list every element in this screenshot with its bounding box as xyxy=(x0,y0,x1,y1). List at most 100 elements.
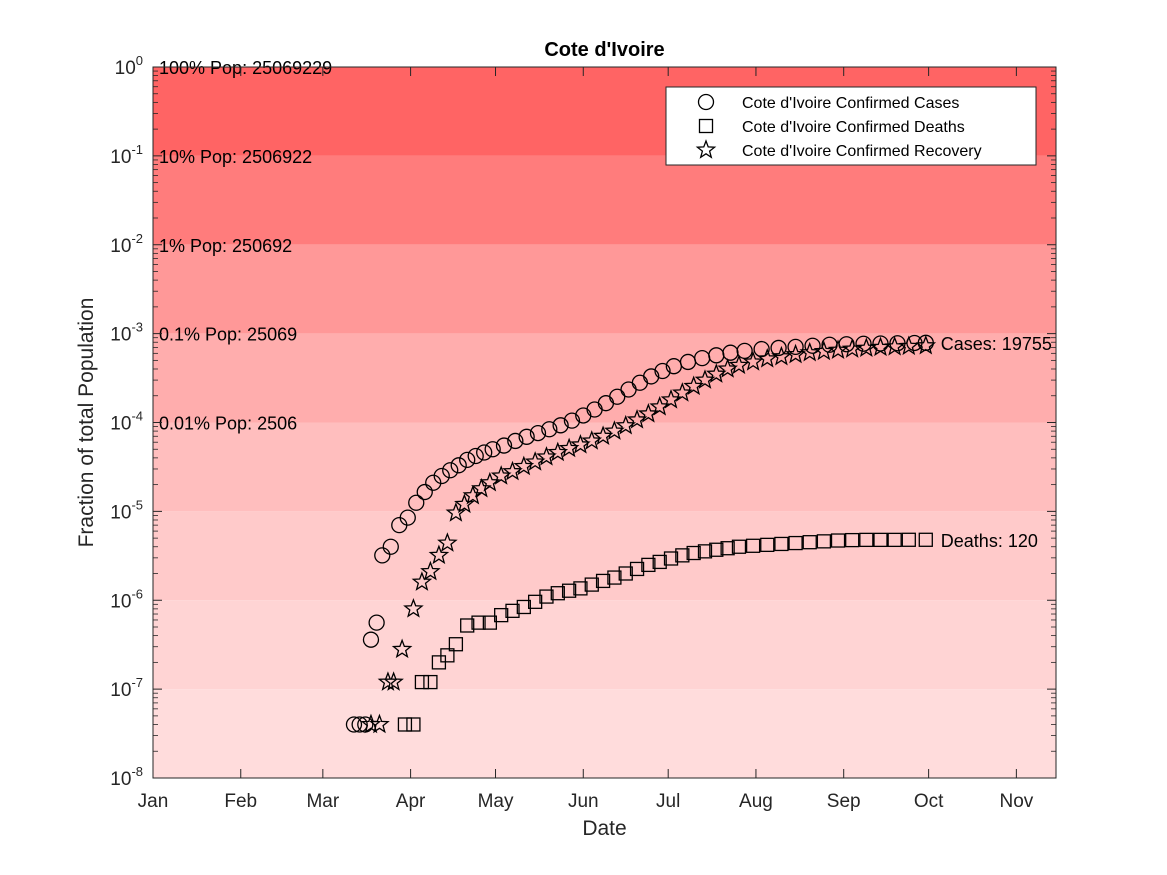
square-data-point xyxy=(641,557,656,573)
legend-entry-label: Cote d'Ivoire Confirmed Recovery xyxy=(742,143,982,160)
x-tick-label: May xyxy=(478,791,514,812)
circle-data-point xyxy=(382,538,399,555)
star-data-point xyxy=(626,409,648,429)
legend-entry-label: Cote d'Ivoire Confirmed Deaths xyxy=(742,119,965,136)
legend-star-icon xyxy=(695,139,717,159)
star-data-point xyxy=(615,414,637,435)
circle-data-point xyxy=(433,467,450,485)
x-tick-label: Apr xyxy=(396,791,426,812)
x-axis-label: Date xyxy=(582,817,626,840)
square-data-point xyxy=(471,615,486,630)
legend: Cote d'Ivoire Confirmed Cases Cote d'Ivoi… xyxy=(665,86,1037,166)
square-data-point xyxy=(440,648,455,663)
square-data-point xyxy=(482,615,498,630)
square-data-point xyxy=(607,570,622,585)
circle-data-point xyxy=(345,716,363,733)
x-tick-label: Nov xyxy=(999,791,1033,812)
circle-data-point xyxy=(399,509,416,526)
population-band xyxy=(153,244,1056,334)
square-data-point xyxy=(859,532,874,548)
population-band-label: 1% Pop: 250692 xyxy=(159,236,292,256)
square-data-point xyxy=(629,561,645,577)
star-data-point xyxy=(428,544,450,565)
square-data-point xyxy=(663,551,679,566)
circle-data-point xyxy=(476,444,493,461)
population-band xyxy=(153,689,1056,778)
circle-data-point xyxy=(872,335,889,352)
series-circle xyxy=(345,334,934,733)
series-square xyxy=(397,532,933,732)
circle-data-point xyxy=(416,483,433,501)
star-data-point xyxy=(513,455,535,476)
star-data-point xyxy=(502,460,523,481)
series-star xyxy=(360,334,937,734)
star-data-point xyxy=(570,434,591,454)
square-data-point xyxy=(516,599,531,615)
population-band-label: 10% Pop: 2506922 xyxy=(159,147,312,167)
star-data-point xyxy=(462,484,484,505)
star-data-point xyxy=(471,477,492,498)
square-data-point xyxy=(573,581,588,596)
star-data-point xyxy=(705,363,727,383)
circle-data-point xyxy=(541,421,558,438)
square-data-point xyxy=(618,566,633,581)
circle-data-point xyxy=(450,457,467,474)
circle-data-point xyxy=(357,716,374,733)
y-axis-label: Fraction of total Population xyxy=(75,298,98,548)
square-data-point xyxy=(745,538,761,553)
square-data-point xyxy=(697,544,713,559)
x-tick-label: Oct xyxy=(914,791,944,812)
square-data-point xyxy=(901,532,916,547)
square-data-point xyxy=(561,583,577,598)
square-data-point xyxy=(595,573,611,589)
star-data-point xyxy=(742,351,764,371)
star-data-point xyxy=(383,671,404,691)
circle-data-point xyxy=(838,336,855,353)
square-data-point xyxy=(539,589,554,604)
y-tick-label: 10-4 xyxy=(110,409,143,435)
square-data-point xyxy=(760,537,775,553)
circle-data-point xyxy=(770,339,787,357)
square-data-point xyxy=(460,618,475,633)
circle-data-point xyxy=(736,342,753,360)
circle-data-point xyxy=(467,447,484,465)
square-data-point xyxy=(918,532,933,547)
circle-data-point xyxy=(484,441,501,458)
population-band xyxy=(153,422,1056,512)
population-band-label: 100% Pop: 25069229 xyxy=(159,58,332,78)
plot-series xyxy=(345,334,937,734)
circle-data-point xyxy=(906,334,923,352)
population-band xyxy=(153,155,1056,245)
series-end-label: Cases: 19755 xyxy=(941,334,1052,354)
y-tick-label: 10-1 xyxy=(110,142,143,168)
star-data-point xyxy=(547,441,569,462)
legend-circle-icon xyxy=(697,93,715,111)
square-data-point xyxy=(816,534,832,549)
y-tick-label: 10-8 xyxy=(110,764,143,790)
population-band-label: 0.1% Pop: 25069 xyxy=(159,325,297,345)
circle-data-point xyxy=(408,494,425,511)
circle-data-point xyxy=(855,335,872,352)
x-axis-ticks: Jan Feb Mar Apr May Jun Jul Aug Sep Oct Nov xyxy=(138,67,1034,812)
x-tick-label: Sep xyxy=(827,791,861,812)
square-data-point xyxy=(423,674,438,690)
circle-data-point xyxy=(753,340,770,358)
circle-data-point xyxy=(507,432,524,450)
circle-data-point xyxy=(362,631,380,648)
y-axis-ticks: 10-8 10-7 10-6 10-5 10-4 10-3 10-2 10-1 100 xyxy=(110,53,1056,790)
chart-title: Cote d'Ivoire xyxy=(544,39,664,61)
series-end-label: Deaths: 120 xyxy=(941,531,1038,551)
square-data-point xyxy=(720,541,735,556)
star-data-point xyxy=(915,334,937,355)
circle-data-point xyxy=(804,337,821,354)
population-band-label: 0.01% Pop: 2506 xyxy=(159,414,297,434)
square-data-point xyxy=(774,536,789,552)
circle-data-point xyxy=(563,412,581,429)
star-data-point xyxy=(420,560,441,581)
circle-data-point xyxy=(654,362,671,380)
y-tick-label: 100 xyxy=(115,53,143,79)
star-data-point xyxy=(524,451,546,471)
square-data-point xyxy=(709,542,724,557)
star-data-point xyxy=(437,532,458,552)
square-data-point xyxy=(830,533,846,548)
